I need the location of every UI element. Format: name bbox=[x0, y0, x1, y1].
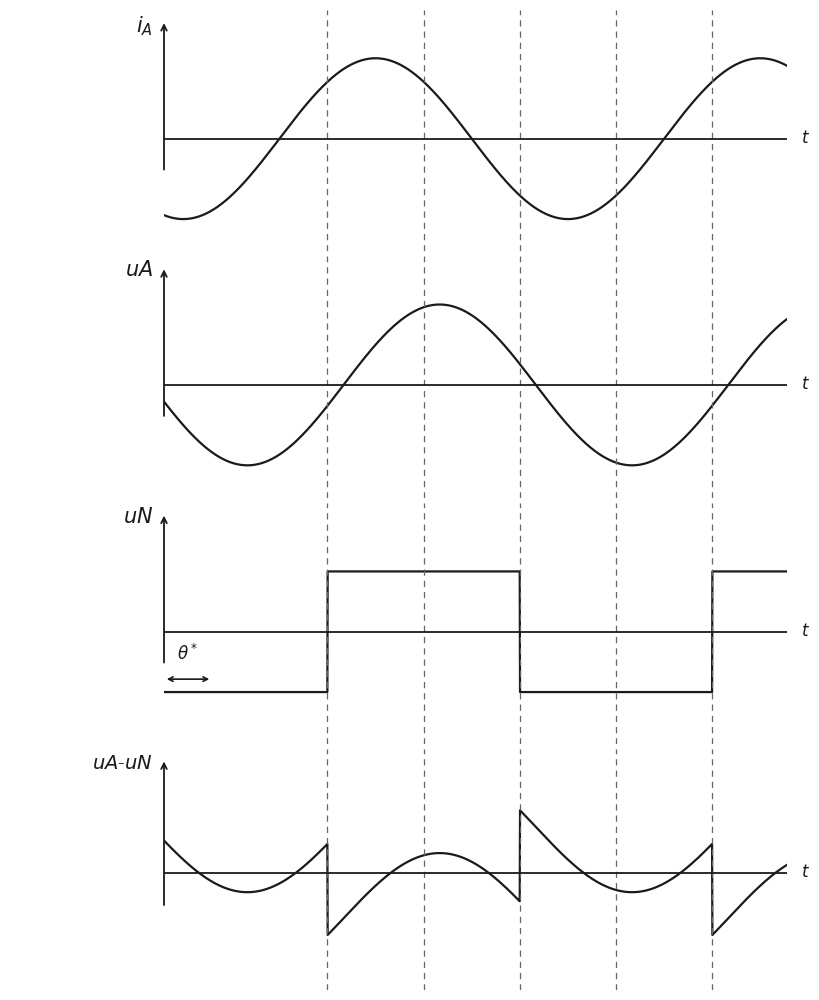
Text: $\theta^*$: $\theta^*$ bbox=[177, 644, 198, 664]
Text: $t$: $t$ bbox=[799, 376, 808, 393]
Text: $uA$: $uA$ bbox=[124, 260, 153, 280]
Text: $t$: $t$ bbox=[799, 864, 808, 881]
Text: $t$: $t$ bbox=[799, 623, 808, 640]
Text: $uN$: $uN$ bbox=[123, 507, 153, 527]
Text: $i_A$: $i_A$ bbox=[136, 14, 153, 38]
Text: $uA$-$uN$: $uA$-$uN$ bbox=[93, 755, 153, 773]
Text: $t$: $t$ bbox=[799, 130, 808, 147]
